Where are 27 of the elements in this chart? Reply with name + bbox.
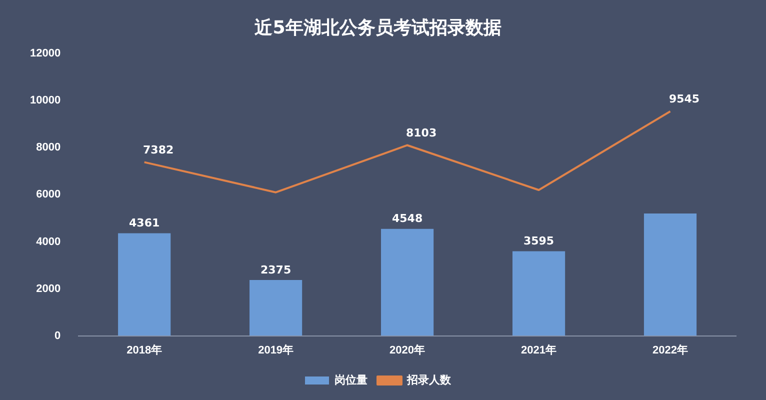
y-tick-label: 8000 xyxy=(36,142,61,154)
data-label: 3595 xyxy=(523,234,554,248)
y-tick-label: 2000 xyxy=(36,282,61,295)
x-tick-label: 2022年 xyxy=(652,343,688,356)
bar xyxy=(381,228,434,336)
data-label: 9545 xyxy=(668,92,700,106)
bar xyxy=(250,280,302,336)
data-label: 8103 xyxy=(406,126,437,140)
bar xyxy=(644,214,697,336)
data-label: 4548 xyxy=(392,212,423,226)
x-tick-label: 2020年 xyxy=(390,343,426,356)
legend-label: 岗位量 xyxy=(334,373,368,386)
x-tick-label: 2018年 xyxy=(126,343,162,356)
y-tick-label: 4000 xyxy=(36,236,61,248)
x-tick-label: 2021年 xyxy=(521,343,557,356)
legend-label: 招录人数 xyxy=(406,373,452,386)
y-tick-label: 6000 xyxy=(36,188,61,201)
bar xyxy=(118,233,171,336)
data-label: 4361 xyxy=(129,216,160,230)
x-tick-label: 2019年 xyxy=(258,343,294,356)
y-tick-label: 12000 xyxy=(30,48,61,60)
bar xyxy=(512,251,566,336)
y-tick-label: 10000 xyxy=(30,94,61,107)
data-label: 2375 xyxy=(260,263,292,276)
data-label: 7382 xyxy=(143,144,174,157)
chart-title: 近5年湖北公务员考试招录数据 xyxy=(254,17,502,38)
y-tick-label: 0 xyxy=(54,330,61,342)
